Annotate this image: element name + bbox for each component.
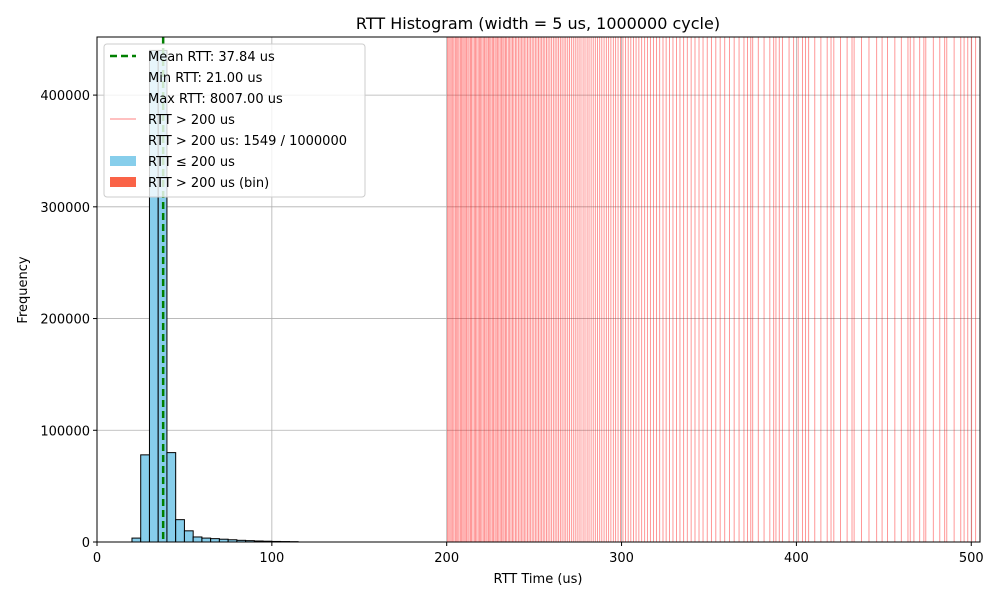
- histogram-bar: [201, 537, 212, 543]
- histogram-bar: [140, 454, 150, 543]
- legend-label: RTT > 200 us: [148, 113, 235, 128]
- plot-frame: [96, 36, 981, 543]
- histogram-bar: [183, 530, 194, 543]
- x-axis-label: RTT Time (us): [494, 572, 583, 587]
- y-tick-label: 300000: [40, 201, 90, 216]
- x-tick-label: 500: [959, 551, 984, 566]
- y-tick-label: 100000: [40, 424, 90, 439]
- chart-title: RTT Histogram (width = 5 us, 1000000 cyc…: [356, 14, 720, 33]
- outlier-lines: [447, 37, 977, 542]
- legend-label: RTT > 200 us (bin): [148, 176, 269, 191]
- legend-label: RTT ≤ 200 us: [148, 155, 235, 170]
- y-tick-label: 400000: [40, 89, 90, 104]
- legend-label: RTT > 200 us: 1549 / 1000000: [148, 134, 347, 149]
- x-tick-label: 100: [259, 551, 284, 566]
- legend-box: [103, 43, 366, 198]
- histogram-bar: [175, 519, 185, 543]
- y-axis-label: Frequency: [16, 256, 31, 323]
- y-tick-label: 200000: [40, 313, 90, 328]
- histogram-bar: [210, 538, 220, 543]
- legend-swatch: [110, 156, 136, 166]
- x-tick-label: 200: [434, 551, 459, 566]
- legend-label: Min RTT: 21.00 us: [148, 71, 263, 86]
- histogram-bar: [131, 537, 142, 543]
- x-tick-label: 300: [609, 551, 634, 566]
- histogram-bar: [192, 536, 203, 543]
- y-tick-label: 0: [82, 536, 90, 551]
- x-tick-label: 400: [784, 551, 809, 566]
- legend-label: Max RTT: 8007.00 us: [148, 92, 283, 107]
- axes: [96, 36, 981, 543]
- tick-labels: 0 100 200 300 400 500 0 100000 200000 300000 40000…: [40, 89, 983, 566]
- legend-swatch: [110, 177, 136, 187]
- legend-label: Mean RTT: 37.84 us: [148, 50, 275, 65]
- legend: Mean RTT: 37.84 us Min RTT: 21.00 us Max R…: [103, 43, 366, 198]
- x-tick-label: 0: [93, 551, 101, 566]
- histogram-bar: [166, 452, 177, 543]
